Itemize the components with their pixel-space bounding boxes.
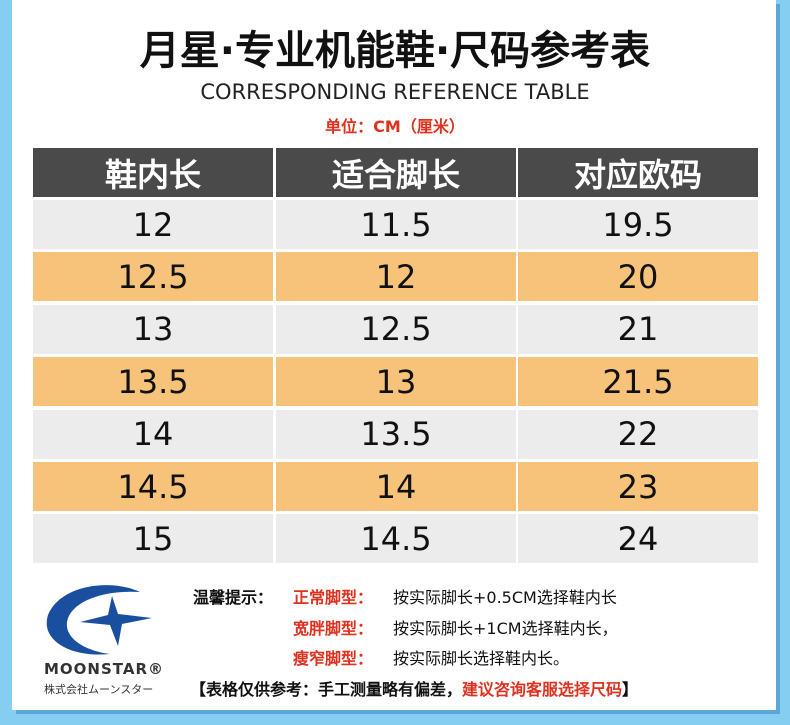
footer-end: 】: [622, 680, 639, 699]
table-cell: 12.5: [276, 304, 516, 354]
note-label: 宽胖脚型：: [293, 618, 374, 638]
table-cell: 14.5: [276, 514, 516, 564]
note-label: 瘦窄脚型：: [293, 649, 374, 668]
unit: 单位：CM（厘米）: [325, 117, 465, 136]
table-cell: 12: [276, 252, 516, 302]
table-cell: 12.5: [33, 252, 273, 302]
footer-highlight: 建议咨询客服选择尺码: [462, 680, 623, 699]
table-cell: 24: [518, 514, 758, 564]
table-cell: 19.5: [518, 200, 758, 249]
table-cell: 21.5: [518, 357, 758, 407]
footer-start: 【表格仅供参考：手工测量略有偏差，: [190, 680, 463, 699]
table-cell: 14.5: [33, 462, 273, 511]
note-text: 按实际脚长+0.5CM选择鞋内长: [393, 588, 617, 607]
note-text: 按实际脚长选择鞋内长。: [393, 649, 570, 668]
table-cell: 14: [276, 462, 516, 511]
table-cell: 21: [518, 304, 758, 354]
table-cell: 11.5: [276, 200, 516, 249]
header-cell: 对应欧码: [518, 148, 758, 197]
table-cell: 13.5: [33, 357, 273, 407]
table-cell: 13: [276, 357, 516, 407]
logo-company: 株式会社ムーンスター: [44, 683, 154, 696]
footer: 【表格仅供参考：手工测量略有偏差，建议咨询客服选择尺码】: [190, 676, 638, 700]
table-cell: 12: [33, 200, 273, 249]
title: 月星·专业机能鞋·尺码参考表: [139, 28, 651, 74]
table-cell: 23: [518, 462, 758, 511]
subtitle: CORRESPONDING REFERENCE TABLE: [200, 80, 590, 104]
table-cell: 15: [33, 514, 273, 564]
table-cell: 14: [33, 409, 273, 459]
logo-name: MOONSTAR®: [44, 660, 165, 678]
logo-mark: [46, 585, 152, 655]
note-text: 按实际脚长+1CM选择鞋内长，: [393, 618, 618, 638]
table-cell: 13.5: [276, 409, 516, 459]
table-cell: 20: [518, 252, 758, 302]
table-cell: 13: [33, 304, 273, 354]
card: [12, 0, 776, 710]
notes-heading: 温馨提示：: [193, 588, 274, 607]
header-cell: 鞋内长: [33, 148, 273, 197]
header-cell: 适合脚长: [276, 148, 516, 197]
table-cell: 22: [518, 409, 758, 459]
note-label: 正常脚型：: [293, 588, 374, 607]
